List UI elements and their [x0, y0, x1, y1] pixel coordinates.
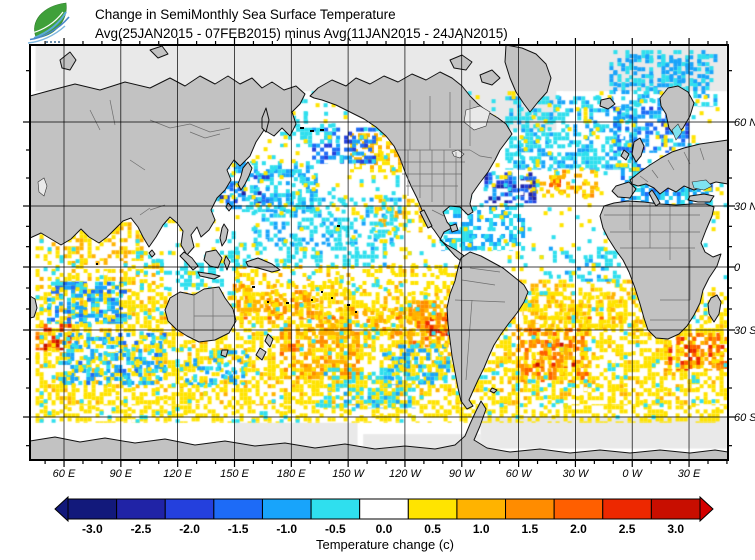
landmass-australia: [164, 286, 237, 343]
landmass-new-guinea: [245, 257, 281, 273]
landmass-java: [197, 271, 221, 280]
colorbar: -3.0 -2.5 -2.0 -1.5 -1.0 -0.5 0.0 0.5 1.0 1.5 2.0 2…: [54, 495, 714, 536]
landmass-africa: [599, 200, 722, 340]
landmass-greenland: [504, 44, 552, 113]
lat-label: 60 N: [734, 117, 755, 129]
landmass-japan: [237, 161, 253, 191]
grid-lines: [30, 45, 728, 460]
colorbar-tick-label: 1.0: [473, 522, 490, 536]
colorbar-segment: [164, 498, 215, 520]
colorbar-segment: [213, 498, 263, 520]
colorbar-tick-label: -0.5: [325, 522, 346, 536]
colorbar-caption: Temperature change (c): [316, 537, 454, 552]
colorbar-segment: [553, 498, 604, 520]
colorbar-tick-label: 0.5: [424, 522, 441, 536]
landmass-ireland: [620, 149, 630, 161]
lat-label: 30 N: [734, 201, 755, 213]
lon-label: 120 E: [163, 468, 192, 480]
colorbar-tick-label: -2.0: [179, 522, 200, 536]
colorbar-tick-label: -3.0: [82, 522, 103, 536]
landmass-novaya-zemlya: [59, 51, 77, 71]
small-islands: [96, 127, 462, 313]
colorbar-segment: [359, 498, 409, 520]
landmass-sri-lanka: [148, 249, 156, 258]
colorbar-tick-label: 0.0: [376, 522, 393, 536]
colorbar-segment: [261, 498, 312, 520]
lat-label: 0: [734, 262, 741, 274]
lon-label: 60 W: [506, 468, 533, 480]
landmass-sakhalin: [261, 107, 270, 133]
colorbar-segment: [116, 498, 166, 520]
landmass-madagascar: [707, 294, 722, 323]
landmass-antarctica: [29, 400, 729, 461]
landmass-britain: [631, 137, 645, 163]
landmass-south-america: [446, 251, 529, 410]
landmass-baja: [419, 209, 433, 229]
lon-label: 180 E: [277, 468, 306, 480]
landmass-tasmania: [220, 349, 229, 358]
colorbar-arrow-right: [699, 495, 714, 523]
lakes-and-seas: [37, 105, 713, 197]
landmass-sumatra: [179, 251, 199, 271]
landmass-falklands: [489, 387, 498, 394]
landmass-anatolia: [687, 193, 715, 203]
colorbar-segment: [310, 498, 361, 520]
lon-label: 30 W: [563, 468, 590, 480]
country-borders: [89, 92, 705, 381]
landmass-borneo: [203, 249, 223, 269]
lon-label: 90 W: [449, 468, 476, 480]
colorbar-tick-label: -1.0: [276, 522, 297, 536]
colorbar-segment: [505, 498, 555, 520]
lon-label: 150 W: [332, 468, 365, 480]
colorbar-segment: [456, 498, 507, 520]
colorbar-arrow-left: [54, 495, 69, 523]
caspian-sea: [37, 177, 48, 197]
landmass-madagascar-west-edge: [29, 295, 38, 319]
lon-label: 30 E: [678, 468, 701, 480]
landmass-arctic-isle-1: [449, 54, 473, 71]
latitude-labels: 60 N 30 N 0 30 S 60 S: [734, 117, 755, 424]
landmass-taiwan: [225, 202, 233, 212]
colorbar-tick-label: -1.5: [228, 522, 249, 536]
landmass-philippines: [219, 223, 229, 247]
colorbar-tick-label: 3.0: [667, 522, 684, 536]
landmass-nz-south: [255, 347, 267, 361]
landmass-sulawesi: [223, 255, 231, 271]
landmass-eurasia: [29, 75, 306, 256]
colorbar-segment: [407, 498, 458, 520]
lon-label: 60 E: [53, 468, 76, 480]
longitude-labels: 60 E 90 E 120 E 150 E 180 E 150 W 120 W 90 W 60 …: [53, 468, 701, 480]
colorbar-segment: [67, 498, 118, 520]
landmass-arctic-isle-2: [479, 69, 501, 86]
landmass-severnaya: [149, 45, 169, 59]
colorbar-tick-label: 2.0: [570, 522, 587, 536]
lon-label: 90 E: [109, 468, 132, 480]
map-border: [29, 44, 729, 461]
colorbar-tick-label: -2.5: [131, 522, 152, 536]
colorbar-segment: [650, 498, 701, 520]
lon-label: 0 W: [622, 468, 643, 480]
landmass-europe-main: [629, 139, 729, 195]
landmass-north-america: [309, 71, 513, 263]
landmass-iceland: [599, 97, 616, 110]
black-sea: [691, 179, 713, 191]
baltic-sea: [671, 123, 683, 141]
lon-label: 120 W: [389, 468, 422, 480]
colorbar-tick-label: 2.5: [619, 522, 636, 536]
land-masses: [29, 44, 729, 461]
colorbar-segment: [602, 498, 652, 520]
lat-label: 60 S: [734, 412, 755, 424]
lon-label: 150 E: [220, 468, 249, 480]
landmass-iberia: [611, 181, 637, 199]
landmass-yucatan: [449, 223, 459, 233]
lat-label: 30 S: [734, 325, 755, 337]
colorbar-tick-label: 1.5: [522, 522, 539, 536]
landmass-nz-north: [264, 333, 274, 348]
